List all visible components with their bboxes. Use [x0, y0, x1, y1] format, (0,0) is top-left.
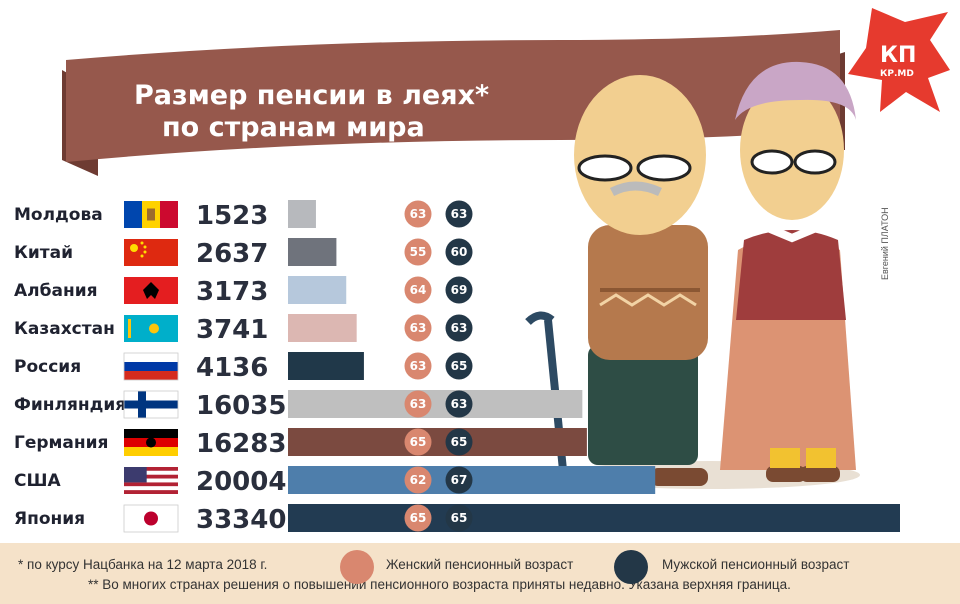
value-label: 33340: [196, 505, 286, 535]
value-label: 3173: [196, 277, 268, 307]
female-age-marker: [404, 428, 432, 456]
pension-bar: [288, 314, 357, 342]
male-age-label: 65: [451, 435, 468, 449]
russia-flag-icon: [123, 352, 179, 381]
china-flag-icon: [124, 239, 178, 266]
title-line-1: Размер пенсии в леях*: [134, 80, 489, 111]
country-label: Финляндия: [14, 395, 126, 415]
male-age-label: 60: [451, 245, 468, 259]
country-label: Казахстан: [14, 319, 115, 339]
chart-row: Япония 33340 65 65: [14, 504, 900, 535]
chart-row: Молдова 1523 63 63: [14, 200, 473, 231]
chart-row: Финляндия 16035 63 63: [14, 390, 583, 421]
country-label: Молдова: [14, 205, 103, 225]
pension-bar: [288, 428, 587, 456]
title-line-2: по странам мира: [162, 112, 425, 143]
chart-row: Казахстан 3741 63 63: [14, 314, 473, 345]
female-age-marker: [404, 504, 432, 532]
female-age-label: 63: [410, 359, 427, 373]
female-age-marker: [404, 276, 432, 304]
male-age-marker: [445, 504, 473, 532]
title-banner: Размер пенсии в леях* по странам мира: [62, 30, 845, 176]
female-age-label: 63: [410, 397, 427, 411]
male-age-label: 63: [451, 321, 468, 335]
pension-chart: Молдова 1523 63 63 Китай 2637 55 60 Албания 3173 6…: [14, 200, 900, 535]
chart-row: США 20004 62 67: [14, 466, 656, 497]
female-age-label: 65: [410, 511, 427, 525]
value-label: 16283: [196, 429, 286, 459]
female-age-label: 55: [410, 245, 427, 259]
male-age-marker: [445, 428, 473, 456]
finland-flag-icon: [123, 390, 179, 419]
male-age-label: 67: [451, 473, 468, 487]
male-age-label: 63: [451, 397, 468, 411]
male-age-marker: [445, 238, 473, 266]
usa-flag-icon: [124, 467, 178, 494]
legend-female-swatch: [340, 550, 374, 584]
author-credit: Евгений ПЛАТОН: [880, 207, 890, 280]
female-age-label: 63: [410, 321, 427, 335]
male-age-marker: [445, 352, 473, 380]
germany-flag-icon: [124, 429, 178, 456]
male-age-marker: [445, 276, 473, 304]
value-label: 1523: [196, 201, 268, 231]
pension-bar: [288, 390, 583, 418]
female-age-label: 63: [410, 207, 427, 221]
pension-bar: [288, 238, 337, 266]
value-label: 4136: [196, 353, 268, 383]
value-label: 20004: [196, 467, 286, 497]
logo-top-text: КП: [880, 43, 916, 68]
female-age-marker: [404, 314, 432, 342]
pension-bar: [288, 200, 316, 228]
female-age-label: 62: [410, 473, 427, 487]
male-age-marker: [445, 466, 473, 494]
male-age-marker: [445, 390, 473, 418]
country-label: Япония: [14, 509, 85, 529]
country-label: Албания: [14, 281, 98, 301]
albania-flag-icon: [124, 277, 178, 304]
country-label: США: [14, 471, 61, 491]
moldova-flag-icon: [124, 201, 178, 228]
chart-row: Германия 16283 65 65: [14, 428, 587, 459]
value-label: 16035: [196, 391, 286, 421]
legend-female-label: Женский пенсионный возраст: [386, 557, 574, 572]
pension-bar: [288, 352, 364, 380]
value-label: 2637: [196, 239, 268, 269]
male-age-label: 63: [451, 207, 468, 221]
pension-bar: [288, 276, 347, 304]
japan-flag-icon: [123, 504, 179, 533]
footnote-exchange-rate: * по курсу Нацбанка на 12 марта 2018 г.: [18, 557, 268, 572]
female-age-marker: [404, 352, 432, 380]
chart-row: Россия 4136 63 65: [14, 352, 473, 383]
female-age-marker: [404, 238, 432, 266]
footer-legend: * по курсу Нацбанка на 12 марта 2018 г. …: [0, 543, 960, 604]
value-label: 3741: [196, 315, 268, 345]
legend-male-label: Мужской пенсионный возраст: [662, 557, 850, 572]
male-age-label: 69: [451, 283, 468, 297]
country-label: Германия: [14, 433, 108, 453]
country-label: Россия: [14, 357, 81, 377]
pension-bar: [288, 504, 900, 532]
male-age-marker: [445, 200, 473, 228]
chart-row: Албания 3173 64 69: [14, 276, 473, 307]
female-age-label: 64: [410, 283, 427, 297]
kp-logo: КП КР.МD: [848, 8, 950, 112]
kazakhstan-flag-icon: [124, 315, 178, 342]
male-age-label: 65: [451, 511, 468, 525]
elderly-couple-illustration: [525, 61, 860, 491]
footnote-retirement-age: ** Во многих странах решения о повышении…: [88, 577, 791, 592]
female-age-marker: [404, 390, 432, 418]
male-age-marker: [445, 314, 473, 342]
legend-male-swatch: [614, 550, 648, 584]
country-label: Китай: [14, 243, 73, 263]
chart-row: Китай 2637 55 60: [14, 238, 473, 269]
male-age-label: 65: [451, 359, 468, 373]
female-age-marker: [404, 200, 432, 228]
logo-bottom-text: КР.МD: [880, 69, 914, 79]
female-age-label: 65: [410, 435, 427, 449]
female-age-marker: [404, 466, 432, 494]
